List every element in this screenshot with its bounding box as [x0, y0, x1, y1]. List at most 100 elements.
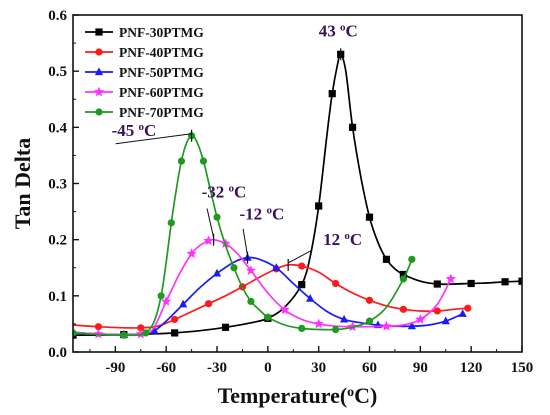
series-line — [73, 256, 464, 336]
peak-annotation: -45 oC — [112, 121, 193, 145]
data-point — [399, 305, 407, 313]
data-point — [279, 304, 290, 315]
legend-item: PNF-40PTMG — [85, 45, 204, 60]
peak-annotation: 12 oC — [287, 230, 362, 271]
data-point — [221, 323, 230, 331]
annotation-leader — [115, 133, 192, 145]
y-tick-label: 0.2 — [48, 233, 67, 249]
data-point — [313, 318, 324, 329]
annotation-degree: o — [340, 21, 346, 33]
data-point — [203, 235, 214, 246]
data-point — [365, 317, 374, 325]
data-point — [464, 304, 472, 312]
data-point — [94, 323, 103, 331]
x-axis-title: Temperature(oC) — [218, 383, 378, 408]
x-tick-label: 60 — [362, 360, 377, 376]
x-tick-label: 150 — [511, 360, 534, 376]
data-point — [365, 296, 374, 304]
data-point — [298, 262, 306, 270]
data-point — [433, 307, 441, 315]
data-point — [298, 324, 306, 333]
annotation-label: 43 oC — [319, 21, 358, 40]
data-point — [150, 326, 159, 334]
legend-label: PNF-50PTMG — [119, 65, 204, 80]
data-point — [408, 255, 416, 263]
legend-label: PNF-60PTMG — [119, 85, 204, 100]
data-point — [339, 314, 349, 323]
annotation-unit: C — [350, 230, 362, 249]
series-layer — [73, 50, 522, 339]
data-point — [161, 296, 172, 306]
data-point — [179, 299, 188, 308]
annotation-label: -12 oC — [240, 205, 285, 224]
peak-annotation: -32 oC — [202, 183, 247, 246]
y-tick-label: 0.1 — [48, 289, 67, 305]
data-point — [142, 329, 150, 337]
legend-swatch-marker — [95, 28, 103, 36]
data-point — [93, 328, 104, 339]
data-point — [467, 279, 475, 288]
x-tick-label: 120 — [460, 360, 483, 376]
y-tick-label: 0.0 — [48, 345, 67, 361]
y-tick-label: 0.4 — [48, 120, 67, 136]
legend-swatch-marker — [93, 86, 105, 97]
y-tick-label: 0.6 — [48, 8, 67, 24]
annotation-value: 43 — [319, 21, 340, 40]
data-point — [212, 268, 222, 277]
data-point — [365, 213, 374, 221]
annotation-label: 12 oC — [323, 230, 362, 249]
annotation-leader — [242, 228, 249, 256]
annotation-label: -32 oC — [202, 183, 247, 202]
legend-label: PNF-30PTMG — [119, 25, 204, 40]
x-tick-label: 0 — [264, 360, 272, 376]
data-point — [186, 248, 197, 259]
annotation-value: 12 — [323, 230, 344, 249]
series-PNF-30PTMG — [73, 50, 522, 339]
data-point — [348, 123, 357, 131]
annotation-leader — [287, 249, 313, 264]
annotation-unit: C — [272, 205, 284, 224]
legend-swatch-marker — [95, 48, 103, 56]
data-point — [332, 279, 340, 288]
data-point — [171, 315, 179, 324]
x-tick-label: -30 — [207, 360, 227, 376]
y-axis-title: Tan Delta — [10, 138, 35, 229]
x-tick-label: 30 — [311, 360, 326, 376]
annotation-label: -45 oC — [112, 121, 157, 140]
annotation-value: -12 — [240, 205, 267, 224]
annotation-unit: C — [234, 183, 246, 202]
data-point — [381, 320, 392, 331]
annotation-unit: C — [144, 121, 156, 140]
legend-swatch-marker — [95, 108, 103, 116]
data-point — [328, 90, 336, 98]
data-point — [120, 331, 128, 339]
data-point — [441, 316, 450, 325]
legend-label: PNF-40PTMG — [119, 45, 204, 60]
data-point — [177, 157, 186, 165]
data-point — [230, 264, 238, 272]
data-point — [73, 329, 77, 337]
x-tick-label: -90 — [105, 360, 125, 376]
peak-annotation: -12 oC — [240, 205, 285, 264]
legend-item: PNF-30PTMG — [85, 25, 204, 40]
legend-item: PNF-70PTMG — [85, 105, 204, 120]
legend-item: PNF-60PTMG — [85, 85, 204, 100]
x-axis-title-main: Temperature( — [218, 383, 348, 408]
data-point — [399, 275, 407, 283]
x-tick-label: 90 — [413, 360, 428, 376]
annotation-degree: o — [344, 230, 350, 242]
annotation-unit: C — [345, 21, 357, 40]
y-axis: 0.0 0.1 0.2 0.3 0.4 0.5 0.6 — [48, 8, 79, 361]
data-point — [199, 157, 208, 165]
data-point — [501, 278, 509, 286]
y-tick-label: 0.5 — [48, 64, 67, 80]
annotation-value: -32 — [202, 183, 229, 202]
data-point — [264, 313, 272, 321]
data-point — [433, 280, 441, 288]
y-tick-label: 0.3 — [48, 177, 67, 193]
data-point — [347, 321, 358, 332]
data-point — [213, 213, 221, 221]
x-axis-title-unit-degree: o — [347, 385, 354, 400]
